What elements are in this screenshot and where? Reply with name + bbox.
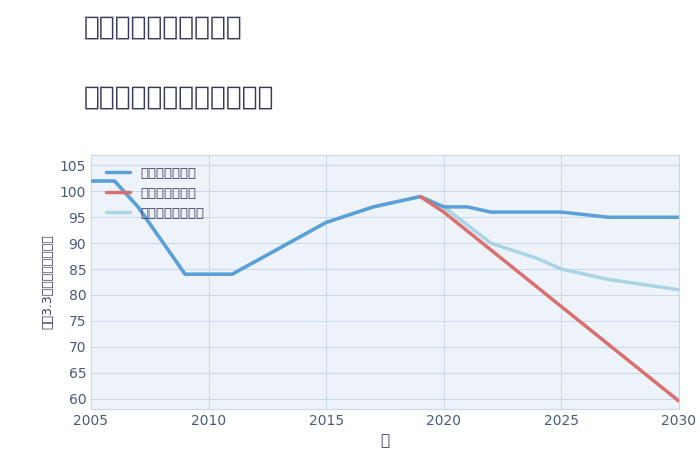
Line: ノーマルシナリオ: ノーマルシナリオ: [91, 181, 679, 290]
バッドシナリオ: [416, 194, 424, 199]
グッドシナリオ: [416, 194, 424, 199]
ノーマルシナリオ: [181, 271, 189, 277]
グッドシナリオ: [440, 204, 448, 210]
Text: 中古マンションの価格推移: 中古マンションの価格推移: [84, 85, 274, 110]
ノーマルシナリオ: [675, 287, 683, 293]
グッドシナリオ: [111, 178, 119, 184]
グッドシナリオ: [557, 209, 566, 215]
ノーマルシナリオ: [604, 276, 612, 282]
グッドシナリオ: [486, 209, 495, 215]
グッドシナリオ: [510, 209, 519, 215]
Text: 奈良県橿原市栄和町の: 奈良県橿原市栄和町の: [84, 14, 243, 40]
グッドシナリオ: [181, 271, 189, 277]
ノーマルシナリオ: [87, 178, 95, 184]
ノーマルシナリオ: [204, 271, 213, 277]
ノーマルシナリオ: [486, 240, 495, 246]
グッドシナリオ: [604, 214, 612, 220]
ノーマルシナリオ: [111, 178, 119, 184]
ノーマルシナリオ: [440, 204, 448, 210]
グッドシナリオ: [369, 204, 377, 210]
グッドシナリオ: [322, 219, 330, 225]
Y-axis label: 坪（3.3㎡）単価（万円）: 坪（3.3㎡）単価（万円）: [41, 235, 54, 329]
Line: グッドシナリオ: グッドシナリオ: [91, 181, 679, 274]
ノーマルシナリオ: [416, 194, 424, 199]
グッドシナリオ: [533, 209, 542, 215]
グッドシナリオ: [228, 271, 237, 277]
ノーマルシナリオ: [557, 266, 566, 272]
Line: バッドシナリオ: バッドシナリオ: [420, 196, 679, 401]
グッドシナリオ: [463, 204, 472, 210]
グッドシナリオ: [134, 204, 142, 210]
Legend: グッドシナリオ, バッドシナリオ, ノーマルシナリオ: グッドシナリオ, バッドシナリオ, ノーマルシナリオ: [104, 164, 207, 223]
バッドシナリオ: [675, 398, 683, 404]
バッドシナリオ: [440, 209, 448, 215]
ノーマルシナリオ: [228, 271, 237, 277]
ノーマルシナリオ: [369, 204, 377, 210]
グッドシナリオ: [87, 178, 95, 184]
ノーマルシナリオ: [533, 256, 542, 261]
グッドシナリオ: [204, 271, 213, 277]
X-axis label: 年: 年: [380, 433, 390, 448]
ノーマルシナリオ: [322, 219, 330, 225]
ノーマルシナリオ: [134, 204, 142, 210]
グッドシナリオ: [675, 214, 683, 220]
